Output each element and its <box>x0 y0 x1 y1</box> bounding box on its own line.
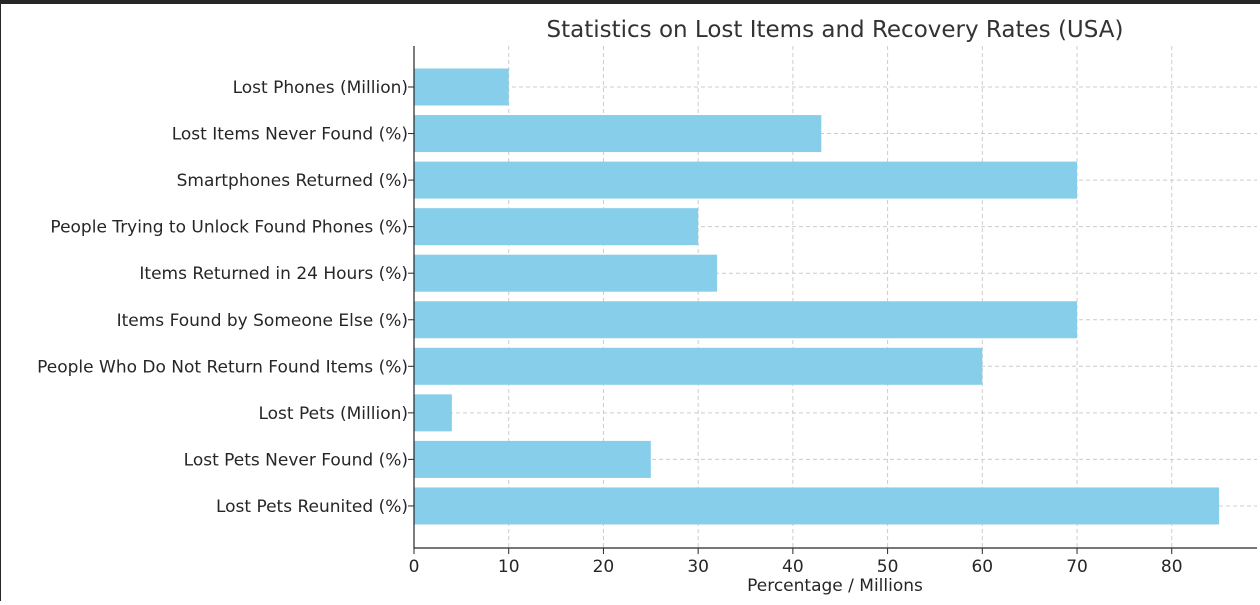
x-tick-label-80: 80 <box>1161 557 1183 577</box>
bar-8 <box>414 440 651 478</box>
bar-6 <box>414 347 983 385</box>
bar-1 <box>414 115 822 153</box>
bars <box>414 68 1220 525</box>
x-tick-label-40: 40 <box>782 557 804 577</box>
x-tick-label-0: 0 <box>409 557 420 577</box>
bar-2 <box>414 161 1078 199</box>
category-label-6: People Who Do Not Return Found Items (%) <box>37 357 408 377</box>
x-ticks: 0 10 20 30 40 50 60 70 80 <box>409 548 1183 577</box>
x-axis-title: Percentage / Millions <box>747 576 923 596</box>
x-tick-label-10: 10 <box>498 557 520 577</box>
bar-4 <box>414 254 718 292</box>
bar-5 <box>414 301 1078 339</box>
bar-9 <box>414 487 1220 525</box>
bar-0 <box>414 68 509 106</box>
x-tick-label-70: 70 <box>1066 557 1088 577</box>
x-tick-label-50: 50 <box>877 557 899 577</box>
category-label-2: Smartphones Returned (%) <box>177 171 408 191</box>
category-label-9: Lost Pets Reunited (%) <box>216 497 408 517</box>
category-label-8: Lost Pets Never Found (%) <box>184 450 408 470</box>
category-label-0: Lost Phones (Million) <box>233 78 408 98</box>
category-label-3: People Trying to Unlock Found Phones (%) <box>50 218 408 238</box>
category-label-7: Lost Pets (Million) <box>258 404 408 424</box>
category-label-4: Items Returned in 24 Hours (%) <box>139 264 408 284</box>
bar-7 <box>414 394 452 432</box>
category-labels: Lost Phones (Million) Lost Items Never Fo… <box>37 78 414 517</box>
category-label-1: Lost Items Never Found (%) <box>172 125 408 145</box>
bar-3 <box>414 208 699 246</box>
x-tick-label-20: 20 <box>593 557 615 577</box>
x-tick-label-60: 60 <box>971 557 993 577</box>
chart-title: Statistics on Lost Items and Recovery Ra… <box>547 17 1124 43</box>
category-label-5: Items Found by Someone Else (%) <box>117 311 408 331</box>
x-tick-label-30: 30 <box>687 557 709 577</box>
bar-chart: Statistics on Lost Items and Recovery Ra… <box>37 17 1257 596</box>
